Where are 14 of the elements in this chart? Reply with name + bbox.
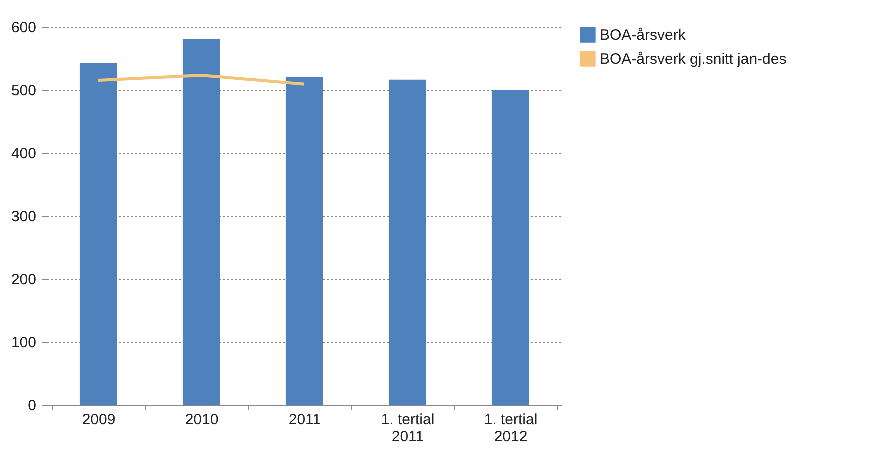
x-tick-label: 2010 xyxy=(185,412,219,428)
x-tick-label: 1. tertial 2011 xyxy=(381,412,435,446)
y-tick-label: 300 xyxy=(11,208,36,226)
x-tick-label: 2011 xyxy=(288,412,322,428)
y-tick-label: 500 xyxy=(11,82,36,100)
x-tick-label: 2009 xyxy=(82,412,116,428)
y-tick-label: 600 xyxy=(11,20,36,36)
legend-label: BOA-årsverk gj.snitt jan-des xyxy=(600,51,787,68)
x-tick-label: 1. tertial 2012 xyxy=(484,412,538,446)
y-tick-label: 200 xyxy=(11,272,36,288)
legend-label: BOA-årsverk xyxy=(600,27,686,44)
y-tick-label: 0 xyxy=(28,398,36,414)
y-tick-label: 100 xyxy=(11,334,36,352)
y-tick-label: 400 xyxy=(11,146,36,162)
